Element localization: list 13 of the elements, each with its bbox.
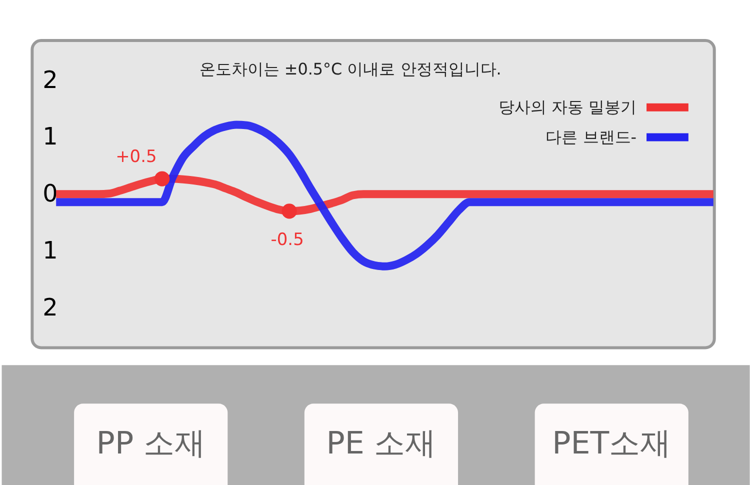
y-tick-label: 2 [42, 293, 58, 322]
text: PET소재 [552, 425, 672, 462]
legend-label: 당사의 자동 밀봉기 [498, 97, 637, 116]
annotation: +0.5 [116, 146, 157, 166]
y-tick-label: 1 [42, 236, 58, 264]
annotation: -0.5 [270, 229, 304, 250]
y-tick-label: 1 [42, 122, 58, 151]
text: 온도차이는 ±0.5°C 이내로 안정적입니다. [199, 59, 502, 78]
legend-label: 다른 브랜드- [546, 127, 637, 146]
y-tick-label: 2 [42, 66, 58, 94]
text: PE 소재 [326, 425, 436, 462]
text: PP 소재 [96, 425, 206, 462]
y-tick-label: 0 [42, 180, 58, 208]
